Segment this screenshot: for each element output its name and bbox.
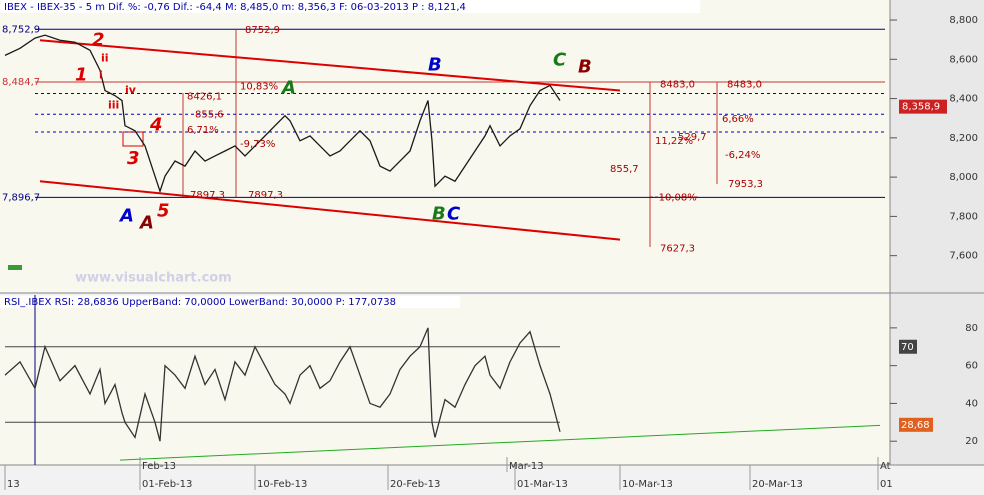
annotation: 10,83%	[240, 81, 278, 92]
trend-line	[39, 180, 621, 241]
annotation: 6,71%	[187, 125, 219, 136]
annotation: C	[447, 203, 461, 224]
annotation: 7897,3	[248, 190, 283, 201]
marker-box	[899, 417, 933, 432]
annotation: -6,24%	[725, 150, 760, 161]
trend-line	[39, 39, 621, 92]
series-line	[4, 34, 561, 194]
annotation: iii	[108, 99, 119, 112]
x-tick-label: 01	[880, 479, 893, 490]
annotation: 11,22%	[655, 136, 693, 147]
annotation: 855,7	[610, 164, 639, 175]
x-tick-label: 20-Mar-13	[752, 479, 803, 490]
annotation: 7953,3	[728, 179, 763, 190]
chart-header: IBEX - IBEX-35 - 5 m Dif. %: -0,76 Dif.:…	[4, 2, 466, 13]
annotation: 5	[157, 200, 170, 221]
value-axis	[890, 0, 984, 465]
x-tick-label: 10-Feb-13	[257, 479, 307, 490]
annotation: 8483,0	[727, 79, 762, 90]
y-tick-label: 7,800	[949, 211, 978, 222]
header-bar	[0, 0, 700, 13]
rsi-panel	[0, 295, 890, 465]
marker-label: 28,68	[901, 420, 930, 431]
annotation: 7897,3	[190, 190, 225, 201]
level-label: 7,896,7	[2, 192, 40, 203]
y-tick-label: 8,400	[949, 94, 978, 105]
annotation: 7627,3	[660, 244, 695, 255]
series-line	[4, 327, 561, 442]
y-tick-label: 8,000	[949, 172, 978, 183]
annotation: 1	[75, 64, 88, 85]
x-tick-label: 10-Mar-13	[622, 479, 673, 490]
annotation: i	[99, 68, 103, 81]
annotation: 8483,0	[660, 79, 695, 90]
annotation: B	[578, 56, 592, 77]
annotation: iv	[125, 84, 137, 97]
annotation: C	[553, 49, 567, 70]
header-bar	[0, 296, 460, 308]
y-tick-label: 40	[965, 398, 978, 409]
level-label: 8,752,9	[2, 24, 40, 35]
annotation: 2	[92, 29, 105, 50]
rsi-header: RSI_.IBEX RSI: 28,6836 UpperBand: 70,000…	[4, 297, 396, 308]
x-tick-label: 20-Feb-13	[390, 479, 440, 490]
annotation: 6,66%	[722, 114, 754, 125]
annotation: 855,6	[195, 110, 224, 121]
annotation: ii	[101, 51, 109, 64]
annotation: -9,73%	[240, 139, 275, 150]
marker-label: 70	[901, 342, 914, 353]
trend-line	[119, 424, 881, 461]
level-label: 8,484,7	[2, 77, 40, 88]
annotation: 3	[127, 148, 140, 169]
annotation: 4	[149, 115, 163, 136]
annotation: A	[280, 78, 296, 99]
y-tick-label: 60	[965, 361, 978, 372]
last-price-box	[899, 99, 947, 114]
annotation: A	[138, 212, 154, 233]
icon	[8, 265, 22, 270]
x-tick-label: 01-Feb-13	[142, 479, 192, 490]
x-month-label: Mar-13	[509, 461, 544, 472]
x-tick-label: 01-Mar-13	[517, 479, 568, 490]
x-month-label: Feb-13	[142, 461, 176, 472]
annotation: -10,08%	[655, 192, 697, 203]
x-tick-label: 13	[7, 479, 20, 490]
y-tick-label: 8,200	[949, 133, 978, 144]
watermark: www.visualchart.com	[75, 271, 232, 286]
annotation: B	[432, 203, 446, 224]
x-month-label: At	[880, 461, 891, 472]
marker-box	[899, 339, 917, 354]
annotation: 8752,9	[245, 25, 280, 36]
annotation: 529,7	[678, 132, 707, 143]
y-tick-label: 8,800	[949, 15, 978, 26]
last-price-label: 8,358,9	[902, 102, 940, 113]
y-tick-label: 7,600	[949, 251, 978, 262]
y-tick-label: 80	[965, 323, 978, 334]
annotation: A	[118, 205, 134, 226]
y-tick-label: 8,600	[949, 54, 978, 65]
annotation: B	[428, 54, 442, 75]
annotation: 8426,1	[187, 92, 222, 103]
y-tick-label: 20	[965, 436, 978, 447]
